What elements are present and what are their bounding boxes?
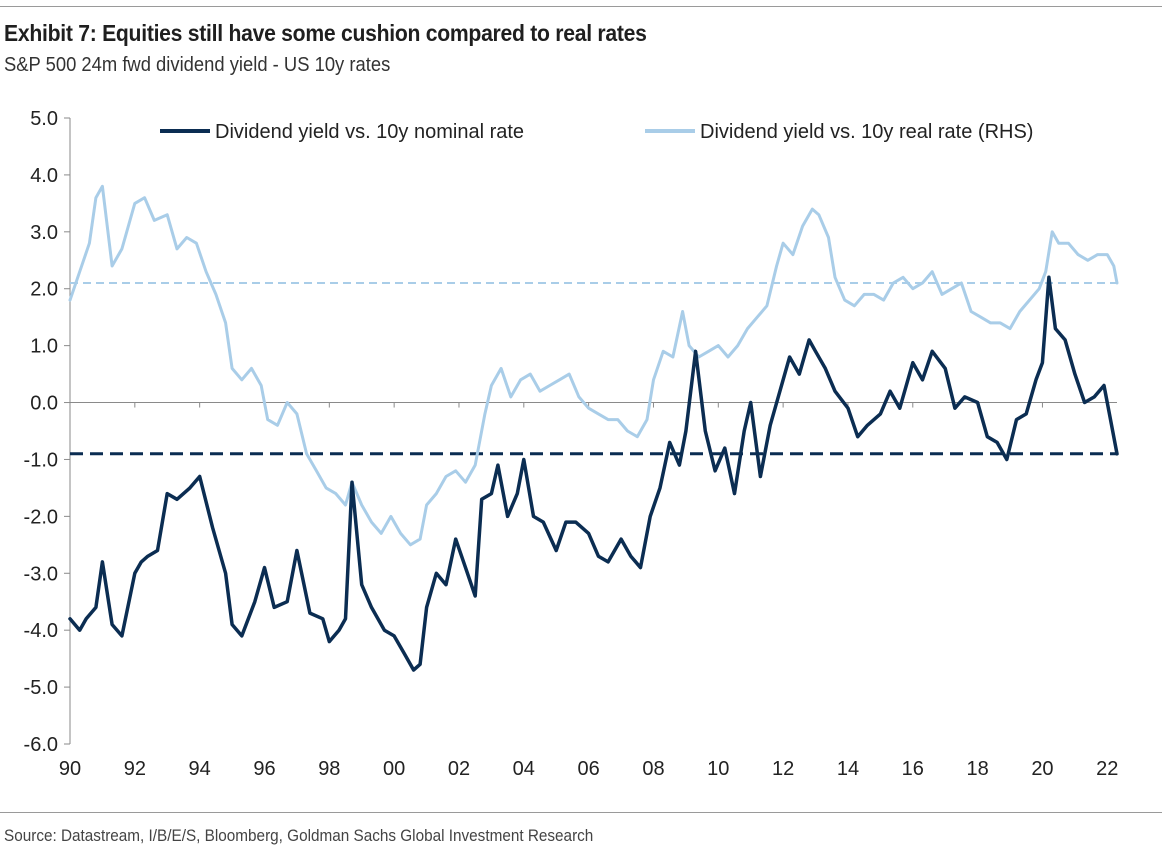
legend-label-real: Dividend yield vs. 10y real rate (RHS) [700,121,1033,143]
x-tick-label: 16 [902,758,924,780]
x-tick-label: 02 [448,758,470,780]
real-series-line [68,184,1119,547]
x-tick-label: 10 [707,758,729,780]
y-tick-label: 2.0 [30,279,58,301]
x-tick-label: 06 [578,758,600,780]
y-tick-label: -5.0 [24,677,58,699]
reference-lines [70,282,1117,456]
y-tick-label: -3.0 [24,563,58,585]
x-tick-label: 96 [253,758,275,780]
y-tick-label: -1.0 [24,449,58,471]
legend-label-nominal: Dividend yield vs. 10y nominal rate [215,121,524,143]
x-tick-label: 98 [318,758,340,780]
top-rule [0,6,1162,7]
x-tick-label: 94 [189,758,211,780]
chart-legend: Dividend yield vs. 10y nominal rate Divid… [160,121,1033,143]
bottom-rule [0,812,1162,813]
y-tick-label: -6.0 [24,734,58,756]
x-tick-label: 04 [513,758,535,780]
series-lines [68,184,1119,672]
x-tick-label: 22 [1096,758,1118,780]
x-tick-label: 00 [383,758,405,780]
y-tick-label: -2.0 [24,506,58,528]
y-tick-label: -4.0 [24,620,58,642]
x-tick-label: 18 [966,758,988,780]
y-tick-label: 3.0 [30,222,58,244]
chart-subtitle: S&P 500 24m fwd dividend yield - US 10y … [4,54,391,76]
y-tick-label: 5.0 [30,108,58,130]
x-tick-label: 20 [1031,758,1053,780]
x-tick-label: 14 [837,758,859,780]
y-tick-label: 0.0 [30,393,58,415]
x-tick-label: 08 [642,758,664,780]
chart-title: Exhibit 7: Equities still have some cush… [4,20,647,46]
chart-axes: 5.0 4.0 3.0 2.0 1.0 0.0 -1.0 -2.0 -3.0 -4.0 -5.0 -6… [24,108,1119,780]
source-note: Source: Datastream, I/B/E/S, Bloomberg, … [4,826,594,845]
x-tick-label: 92 [124,758,146,780]
nominal-series-line [68,275,1119,672]
y-tick-label: 1.0 [30,336,58,358]
y-tick-label: 4.0 [30,165,58,187]
x-tick-label: 12 [772,758,794,780]
x-tick-label: 90 [59,758,81,780]
